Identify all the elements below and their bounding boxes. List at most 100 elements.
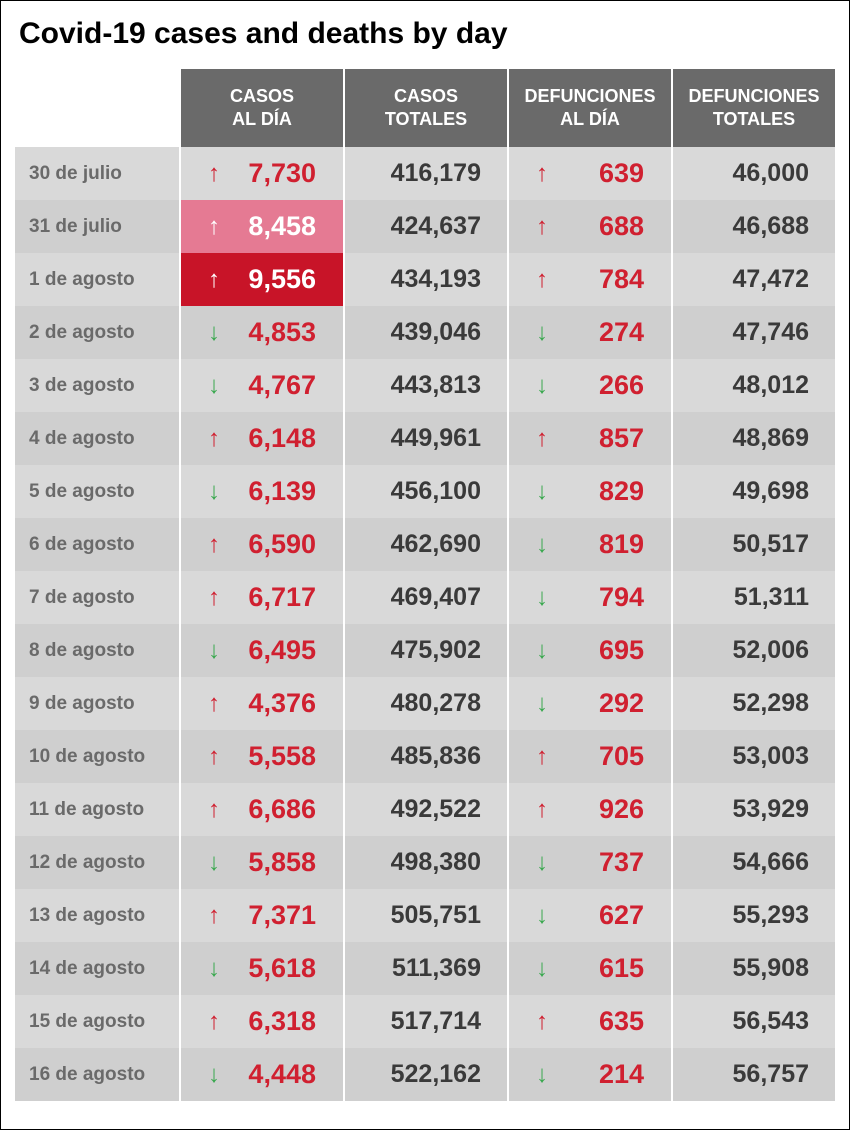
deaths-daily-value: 292 — [558, 688, 644, 719]
cases-daily-cell: ↑5,558 — [179, 730, 343, 783]
table-row: 1 de agosto↑9,556434,193↑78447,472 — [15, 253, 835, 306]
cases-daily-cell: ↑6,318 — [179, 995, 343, 1048]
cases-daily-value: 6,495 — [230, 635, 316, 666]
cases-total-value: 424,637 — [371, 212, 481, 241]
date-cell: 31 de julio — [15, 200, 179, 253]
page-title: Covid-19 cases and deaths by day — [15, 17, 835, 51]
arrow-down-icon: ↓ — [536, 321, 548, 345]
cases-daily-value: 4,853 — [230, 317, 316, 348]
table-row: 30 de julio↑7,730416,179↑63946,000 — [15, 147, 835, 200]
cases-daily-value: 6,318 — [230, 1006, 316, 1037]
cases-daily-value: 6,148 — [230, 423, 316, 454]
deaths-total-value: 52,298 — [699, 689, 809, 718]
deaths-daily-value: 784 — [558, 264, 644, 295]
cases-total-value: 492,522 — [371, 795, 481, 824]
deaths-daily-cell: ↑784 — [507, 253, 671, 306]
cases-daily-value: 6,139 — [230, 476, 316, 507]
deaths-total-value: 51,311 — [699, 583, 809, 612]
cases-total-cell: 416,179 — [343, 147, 507, 200]
date-cell: 30 de julio — [15, 147, 179, 200]
deaths-total-value: 48,869 — [699, 424, 809, 453]
deaths-daily-value: 819 — [558, 529, 644, 560]
deaths-total-value: 50,517 — [699, 530, 809, 559]
table-row: 31 de julio↑8,458424,637↑68846,688 — [15, 200, 835, 253]
cases-daily-cell: ↑ 6,148 — [179, 412, 343, 465]
table-body: 30 de julio↑7,730416,179↑63946,00031 de … — [15, 147, 835, 1101]
table-row: 16 de agosto↓4,448522,162↓21456,757 — [15, 1048, 835, 1101]
date-cell: 12 de agosto — [15, 836, 179, 889]
arrow-up-icon: ↑ — [208, 745, 220, 769]
date-cell: 1 de agosto — [15, 253, 179, 306]
arrow-down-icon: ↓ — [208, 480, 220, 504]
deaths-daily-value: 214 — [558, 1059, 644, 1090]
date-cell: 14 de agosto — [15, 942, 179, 995]
cases-daily-cell: ↓5,618 — [179, 942, 343, 995]
table-container: Covid-19 cases and deaths by day CASOSAL… — [0, 0, 850, 1130]
deaths-daily-value: 266 — [558, 370, 644, 401]
cases-daily-cell: ↑7,730 — [179, 147, 343, 200]
deaths-daily-cell: ↑688 — [507, 200, 671, 253]
deaths-daily-cell: ↓695 — [507, 624, 671, 677]
cases-daily-cell: ↑7,371 — [179, 889, 343, 942]
cases-total-value: 439,046 — [371, 318, 481, 347]
deaths-daily-value: 695 — [558, 635, 644, 666]
cases-total-value: 434,193 — [371, 265, 481, 294]
date-cell: 15 de agosto — [15, 995, 179, 1048]
arrow-down-icon: ↓ — [536, 957, 548, 981]
arrow-down-icon: ↓ — [536, 586, 548, 610]
arrow-down-icon: ↓ — [208, 639, 220, 663]
arrow-up-icon: ↑ — [208, 427, 220, 451]
date-cell: 6 de agosto — [15, 518, 179, 571]
deaths-total-cell: 56,543 — [671, 995, 835, 1048]
table-row: 10 de agosto↑5,558485,836↑70553,003 — [15, 730, 835, 783]
deaths-total-value: 47,472 — [699, 265, 809, 294]
arrow-up-icon: ↑ — [208, 586, 220, 610]
deaths-total-cell: 46,688 — [671, 200, 835, 253]
cases-total-cell: 443,813 — [343, 359, 507, 412]
arrow-up-icon: ↑ — [208, 268, 220, 292]
deaths-daily-value: 635 — [558, 1006, 644, 1037]
table-row: 6 de agosto↑6,590462,690↓81950,517 — [15, 518, 835, 571]
cases-total-cell: 475,902 — [343, 624, 507, 677]
deaths-daily-value: 688 — [558, 211, 644, 242]
arrow-down-icon: ↓ — [536, 904, 548, 928]
table-row: 11 de agosto↑6,686492,522↑92653,929 — [15, 783, 835, 836]
cases-total-value: 462,690 — [371, 530, 481, 559]
deaths-total-value: 56,543 — [699, 1007, 809, 1036]
deaths-daily-value: 639 — [558, 158, 644, 189]
cases-daily-value: 5,858 — [230, 847, 316, 878]
cases-daily-value: 5,618 — [230, 953, 316, 984]
deaths-daily-cell: ↓274 — [507, 306, 671, 359]
deaths-daily-cell: ↓829 — [507, 465, 671, 518]
deaths-total-value: 55,908 — [699, 954, 809, 983]
arrow-up-icon: ↑ — [208, 162, 220, 186]
deaths-daily-value: 857 — [558, 423, 644, 454]
deaths-total-value: 48,012 — [699, 371, 809, 400]
cases-daily-cell: ↑9,556 — [179, 253, 343, 306]
covid-table: CASOSAL DÍA CASOSTOTALES DEFUNCIONESAL D… — [15, 69, 835, 1101]
deaths-total-cell: 50,517 — [671, 518, 835, 571]
header-deaths-total: DEFUNCIONESTOTALES — [671, 69, 835, 147]
deaths-total-cell: 55,908 — [671, 942, 835, 995]
cases-daily-cell: ↓ 6,495 — [179, 624, 343, 677]
deaths-daily-cell: ↓615 — [507, 942, 671, 995]
cases-daily-cell: ↑6,590 — [179, 518, 343, 571]
deaths-daily-cell: ↑926 — [507, 783, 671, 836]
cases-daily-cell: ↓4,767 — [179, 359, 343, 412]
cases-daily-value: 4,448 — [230, 1059, 316, 1090]
cases-total-cell: 469,407 — [343, 571, 507, 624]
cases-daily-value: 6,717 — [230, 582, 316, 613]
date-cell: 16 de agosto — [15, 1048, 179, 1101]
cases-total-cell: 462,690 — [343, 518, 507, 571]
header-cases-daily: CASOSAL DÍA — [179, 69, 343, 147]
table-row: 3 de agosto↓4,767443,813↓26648,012 — [15, 359, 835, 412]
arrow-down-icon: ↓ — [208, 1063, 220, 1087]
arrow-up-icon: ↑ — [208, 798, 220, 822]
deaths-daily-cell: ↓794 — [507, 571, 671, 624]
deaths-daily-value: 627 — [558, 900, 644, 931]
cases-total-cell: 424,637 — [343, 200, 507, 253]
cases-daily-cell: ↑6,686 — [179, 783, 343, 836]
cases-total-cell: 505,751 — [343, 889, 507, 942]
deaths-total-cell: 47,472 — [671, 253, 835, 306]
arrow-up-icon: ↑ — [536, 798, 548, 822]
